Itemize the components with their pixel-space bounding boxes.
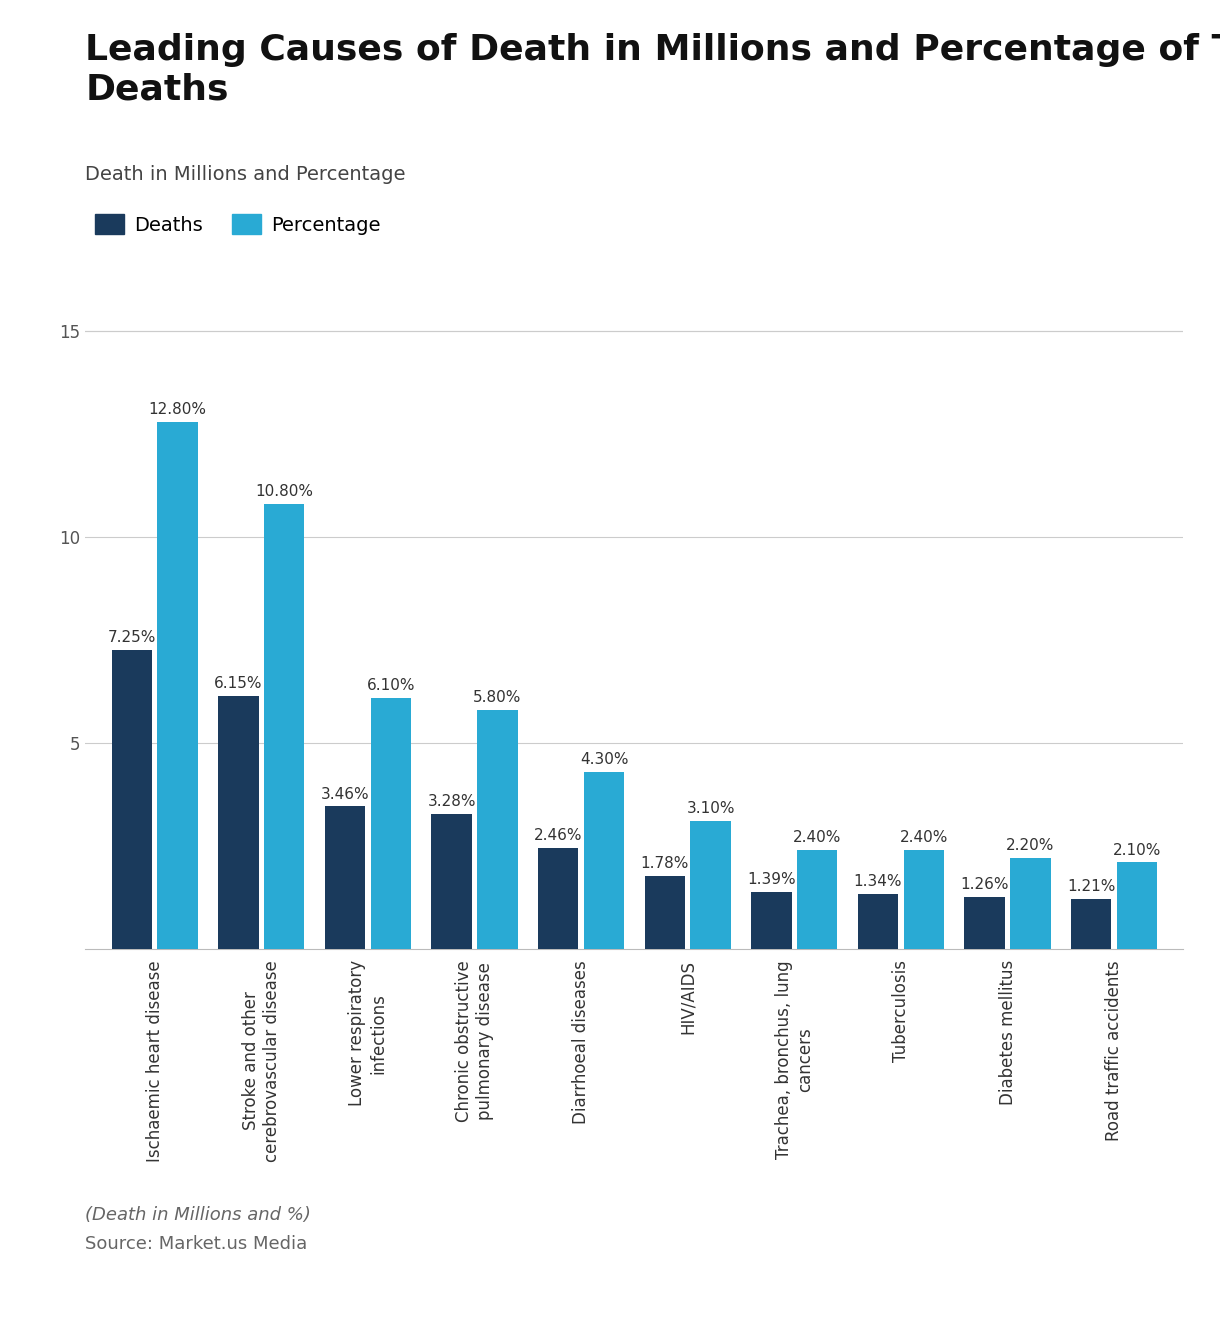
Bar (797, 850, 837, 949)
Bar (218, 696, 259, 949)
Bar (1116, 862, 1158, 949)
Text: 6.10%: 6.10% (366, 677, 415, 693)
Text: 10.80%: 10.80% (255, 484, 314, 500)
Bar (644, 875, 686, 949)
Text: 1.21%: 1.21% (1068, 879, 1115, 894)
Bar (157, 422, 198, 949)
Legend: Deaths, Percentage: Deaths, Percentage (95, 214, 381, 235)
Bar (904, 850, 944, 949)
Bar (325, 807, 365, 949)
Text: Death in Millions and Percentage: Death in Millions and Percentage (85, 165, 406, 183)
Text: 2.40%: 2.40% (899, 830, 948, 845)
Text: (Death in Millions and %): (Death in Millions and %) (85, 1206, 311, 1224)
Bar (691, 821, 731, 949)
Bar (1071, 899, 1111, 949)
Text: 2.10%: 2.10% (1113, 842, 1161, 858)
Text: 3.28%: 3.28% (427, 793, 476, 809)
Bar (111, 650, 152, 949)
Text: 3.46%: 3.46% (321, 787, 370, 801)
Text: 12.80%: 12.80% (149, 402, 206, 416)
Text: 4.30%: 4.30% (580, 751, 628, 767)
Bar (432, 813, 472, 949)
Text: 1.78%: 1.78% (640, 855, 689, 871)
Text: 6.15%: 6.15% (215, 676, 262, 691)
Bar (752, 892, 792, 949)
Text: 2.40%: 2.40% (793, 830, 842, 845)
Text: 1.34%: 1.34% (854, 874, 903, 888)
Bar (477, 710, 517, 949)
Bar (858, 894, 898, 949)
Bar (371, 697, 411, 949)
Text: Source: Market.us Media: Source: Market.us Media (85, 1235, 307, 1253)
Bar (538, 847, 578, 949)
Bar (583, 772, 625, 949)
Text: 7.25%: 7.25% (107, 630, 156, 646)
Bar (1010, 858, 1050, 949)
Bar (964, 898, 1005, 949)
Text: 2.20%: 2.20% (1006, 838, 1054, 854)
Text: 3.10%: 3.10% (687, 801, 734, 816)
Text: 1.26%: 1.26% (960, 876, 1009, 892)
Text: 1.39%: 1.39% (747, 871, 795, 887)
Text: Leading Causes of Death in Millions and Percentage of Total
Deaths: Leading Causes of Death in Millions and … (85, 33, 1220, 107)
Bar (264, 503, 305, 949)
Text: 5.80%: 5.80% (473, 691, 522, 705)
Text: 2.46%: 2.46% (534, 828, 582, 842)
